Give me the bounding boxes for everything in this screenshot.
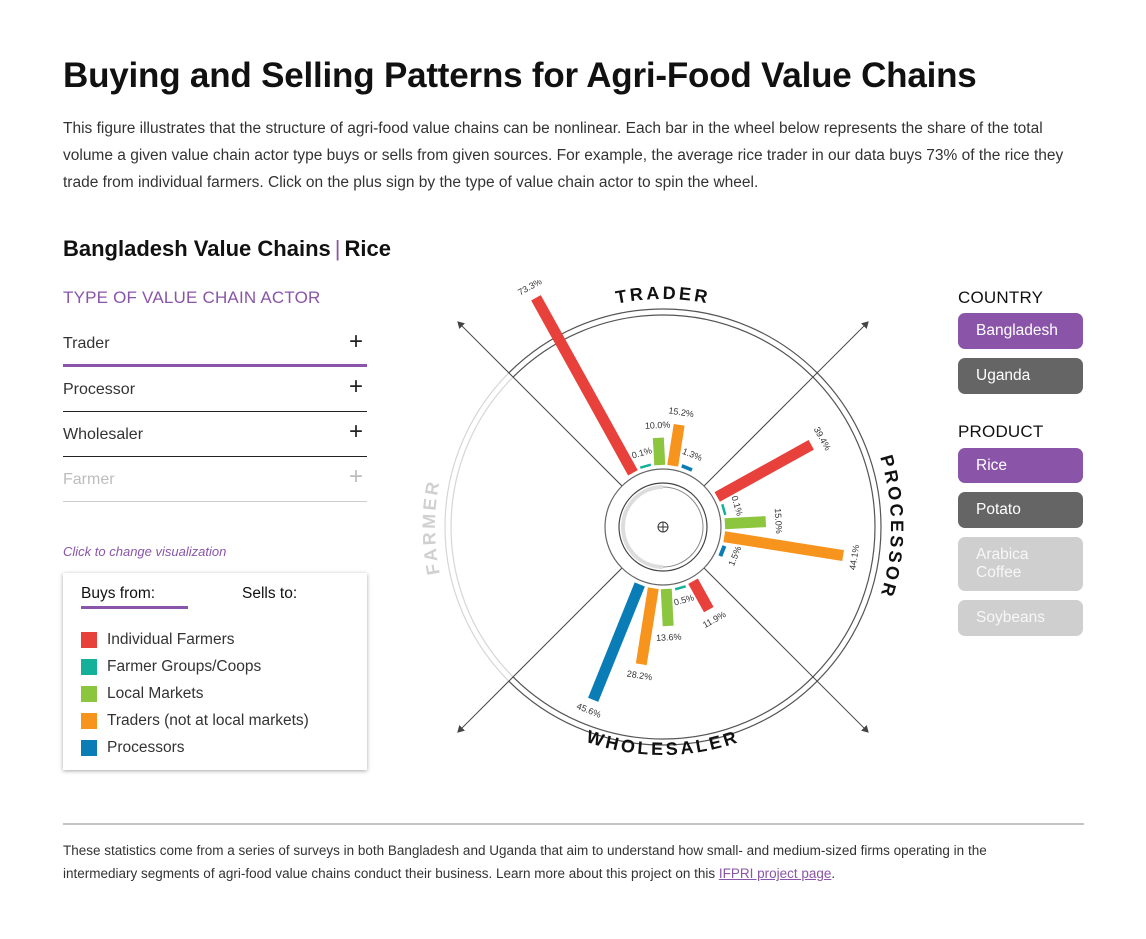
- hub-farmer-arc: [621, 485, 664, 569]
- product-button-soybeans: Soybeans: [958, 600, 1083, 636]
- footer-text: These statistics come from a series of s…: [63, 839, 1063, 885]
- bar-value-label: 13.6%: [656, 632, 682, 643]
- actor-item-label: Processor: [63, 381, 136, 398]
- product-button-arabica-coffee: Arabica Coffee: [958, 537, 1083, 591]
- bar-value-label: 44.1%: [847, 544, 861, 571]
- bar-wholesaler: [688, 578, 714, 613]
- bar-wholesaler: [674, 585, 687, 591]
- ifpri-project-link[interactable]: IFPRI project page: [718, 866, 832, 881]
- bar-trader: [531, 295, 638, 476]
- bar-trader: [652, 437, 666, 466]
- product-heading: PRODUCT: [958, 422, 1044, 441]
- legend-label: Farmer Groups/Coops: [107, 657, 262, 675]
- legend-item: Processors: [81, 734, 309, 761]
- bar-value-label: 39.4%: [812, 425, 833, 452]
- legend-swatch: [81, 631, 97, 648]
- plus-icon: +: [348, 463, 363, 490]
- actor-item-label: Farmer: [63, 471, 115, 488]
- legend-swatch: [81, 658, 97, 675]
- product-button-rice[interactable]: Rice: [958, 448, 1083, 483]
- bar-processor: [723, 531, 844, 561]
- chart-subtitle: Bangladesh Value Chains | Rice: [63, 236, 391, 262]
- legend-panel: Buys from: Sells to: Individual Farmers …: [63, 573, 367, 770]
- intro-text: This figure illustrates that the structu…: [63, 120, 1064, 191]
- legend-item: Individual Farmers: [81, 626, 309, 653]
- tab-sells-to[interactable]: Sells to:: [242, 585, 298, 602]
- outer-ring-farmer: [450, 376, 514, 678]
- tab-buys-from[interactable]: Buys from:: [81, 585, 188, 609]
- bar-wholesaler: [635, 587, 659, 666]
- bar-trader: [639, 463, 652, 469]
- actor-item-trader[interactable]: Trader +: [63, 322, 367, 367]
- legend-swatch: [81, 712, 97, 729]
- outer-ring-farmer: [444, 372, 510, 682]
- legend-label: Local Markets: [107, 684, 204, 702]
- wheel-label-trader-path: TRADER: [614, 283, 709, 308]
- footer-end: .: [831, 866, 836, 881]
- subtitle-separator: |: [334, 236, 341, 261]
- bar-trader: [681, 464, 693, 472]
- legend-tabs: Buys from: Sells to:: [81, 585, 351, 609]
- country-button-bangladesh[interactable]: Bangladesh: [958, 313, 1083, 349]
- bar-value-label: 28.2%: [626, 669, 653, 683]
- bar-value-label: 0.5%: [673, 592, 695, 607]
- bar-value-label: 10.0%: [645, 420, 671, 431]
- actor-type-heading: TYPE OF VALUE CHAIN ACTOR: [63, 288, 321, 307]
- value-chain-wheel[interactable]: 73.3% 0.1% 10.0%15.2% 1.3% 39.4% 0.1% 15.0% 44.…: [405, 280, 925, 780]
- actor-item-wholesaler[interactable]: Wholesaler +: [63, 412, 367, 457]
- legend-label: Traders (not at local markets): [107, 711, 309, 729]
- bar-value-label: 1.5%: [726, 545, 743, 568]
- bar-wholesaler: [660, 588, 674, 627]
- bar-trader: [667, 423, 685, 467]
- plus-icon[interactable]: +: [348, 328, 363, 355]
- footer-body: These statistics come from a series of s…: [63, 843, 987, 881]
- actor-type-list: Trader + Processor + Wholesaler + Farmer…: [63, 322, 367, 502]
- legend-label: Individual Farmers: [107, 630, 235, 648]
- legend-swatch: [81, 685, 97, 702]
- page-title: Buying and Selling Patterns for Agri-Foo…: [63, 56, 977, 95]
- bar-value-label: 0.1%: [730, 495, 745, 517]
- bar-processor: [714, 440, 814, 502]
- bar-value-label: 45.6%: [575, 701, 602, 720]
- subtitle-product: Rice: [344, 236, 391, 261]
- plus-icon[interactable]: +: [348, 373, 363, 400]
- legend-item: Farmer Groups/Coops: [81, 653, 309, 680]
- bar-processor: [718, 545, 727, 557]
- label-path: [435, 380, 488, 673]
- change-visualization-hint: Click to change visualization: [63, 544, 227, 559]
- bar-value-label: 1.3%: [681, 446, 704, 463]
- bar-value-label: 0.1%: [631, 445, 653, 460]
- bar-value-label: 15.0%: [773, 508, 784, 534]
- country-button-uganda[interactable]: Uganda: [958, 358, 1083, 394]
- legend-item: Local Markets: [81, 680, 309, 707]
- wheel-label-farmer: FARMER: [419, 478, 444, 577]
- legend-swatch: [81, 739, 97, 756]
- wheel-label-farmer-path: FARMER: [419, 478, 441, 577]
- bar-value-label: 73.3%: [516, 280, 543, 297]
- outer-ring: [508, 308, 882, 746]
- footer-divider: [63, 823, 1084, 825]
- hub-ring-inner: [618, 482, 708, 572]
- product-button-potato[interactable]: Potato: [958, 492, 1083, 528]
- bar-value-label: 11.9%: [701, 609, 728, 630]
- legend-label: Processors: [107, 738, 185, 756]
- outer-ring: [512, 314, 876, 740]
- legend-item: Traders (not at local markets): [81, 707, 309, 734]
- actor-item-label: Wholesaler: [63, 426, 144, 443]
- wheel-label-trader: TRADER: [614, 283, 712, 308]
- subtitle-country: Bangladesh Value Chains: [63, 236, 331, 261]
- actor-item-processor[interactable]: Processor +: [63, 367, 367, 412]
- actor-item-label: Trader: [63, 335, 110, 352]
- country-heading: COUNTRY: [958, 288, 1044, 307]
- bar-processor: [724, 516, 767, 530]
- bar-processor: [721, 503, 727, 516]
- label-path: [838, 380, 891, 673]
- bar-wholesaler: [588, 582, 645, 702]
- bar-value-label: 15.2%: [668, 405, 695, 419]
- plus-icon[interactable]: +: [348, 418, 363, 445]
- legend-items: Individual Farmers Farmer Groups/Coops L…: [81, 626, 309, 761]
- actor-item-farmer: Farmer +: [63, 457, 367, 502]
